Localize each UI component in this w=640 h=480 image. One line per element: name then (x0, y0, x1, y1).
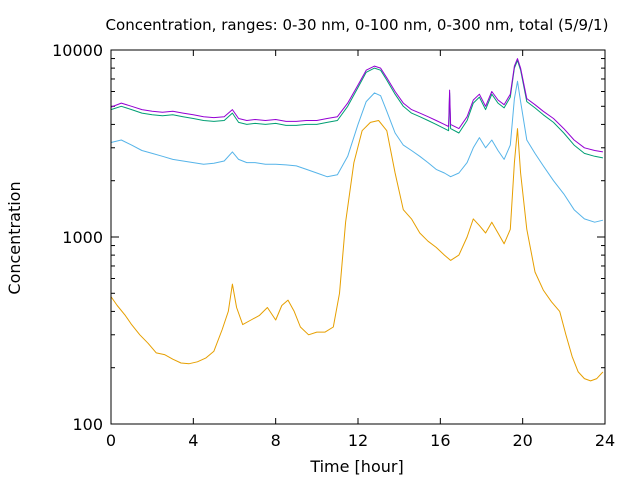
x-tick-label: 8 (271, 431, 281, 450)
x-tick-label: 4 (188, 431, 198, 450)
series-line-3 (110, 59, 603, 159)
axis-ticks: 0 4 8 12 16 20 24 100 1000 10000 (52, 41, 615, 450)
series-layer (110, 58, 604, 382)
series-line-4 (110, 58, 603, 153)
chart-title: Concentration, ranges: 0-30 nm, 0-100 nm… (106, 16, 609, 34)
x-tick-label: 24 (595, 431, 615, 450)
y-tick-label: 10000 (52, 41, 103, 60)
series-line-2 (110, 80, 604, 223)
x-axis-label: Time [hour] (309, 457, 403, 476)
x-tick-label: 16 (430, 431, 450, 450)
y-tick-label: 1000 (62, 228, 103, 247)
plot-frame (110, 49, 606, 425)
x-tick-label: 20 (512, 431, 532, 450)
series-line-1 (110, 120, 604, 382)
x-tick-label: 0 (106, 431, 116, 450)
x-tick-label: 12 (348, 431, 368, 450)
y-axis-label: Concentration (5, 181, 24, 294)
y-tick-label: 100 (72, 415, 103, 434)
